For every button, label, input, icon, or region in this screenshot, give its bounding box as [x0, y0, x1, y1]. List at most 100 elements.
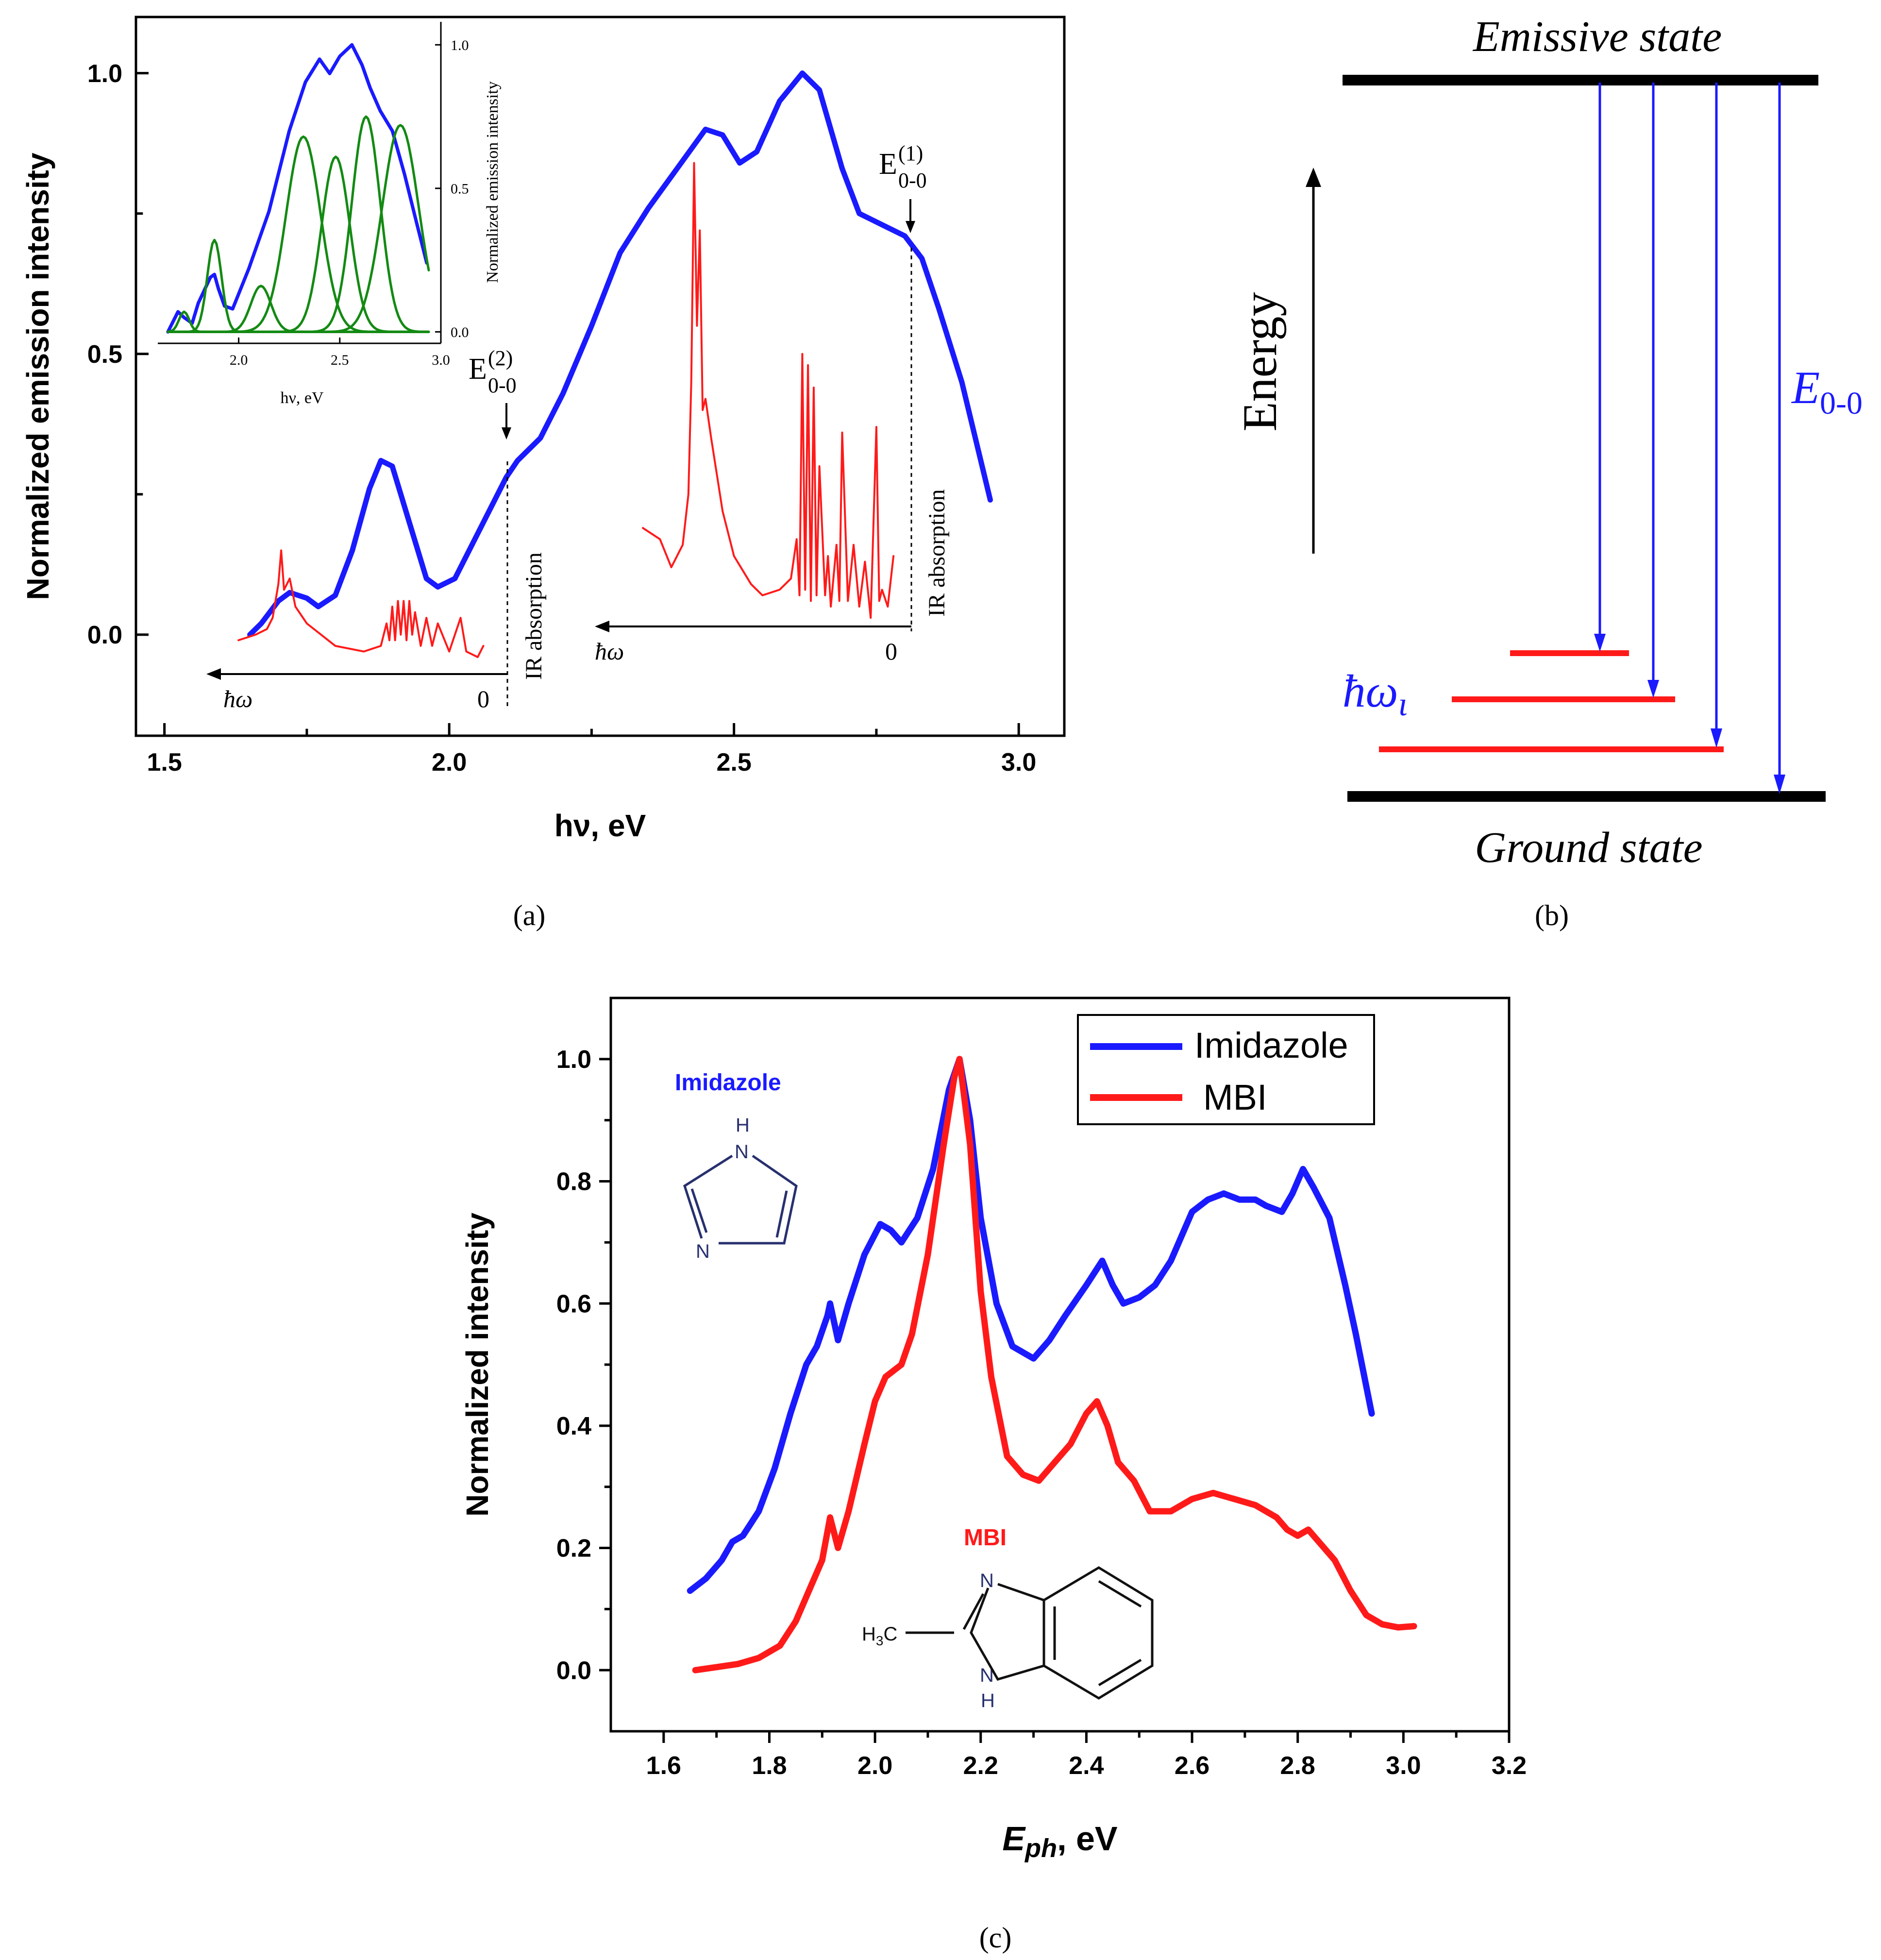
energy-axis-arrowhead [1306, 168, 1321, 187]
ground-state-label: Ground state [1475, 824, 1702, 872]
y-tick-label: 1.0 [87, 60, 122, 88]
x-tick-label: 1.8 [752, 1752, 787, 1780]
series-line-emission [247, 70, 993, 638]
hbar-omega-arrowhead-high [595, 621, 609, 632]
e00-2-sub: 0-0 [488, 373, 517, 397]
ir-absorption-label-low: IR absorption [521, 552, 547, 680]
legend-label-mbi: MBI [1203, 1077, 1267, 1117]
y-tick-label: 0.0 [556, 1656, 591, 1685]
inset-background [151, 22, 439, 342]
hbar-omega-label-low: ħω [223, 685, 252, 712]
panel-c: 1.6 1.8 2.0 2.2 2.4 2.6 2.8 3.0 3.2 0.0 0.2 0.4 0.6… [460, 997, 1527, 1954]
y-tick-label: 0.6 [556, 1290, 591, 1318]
panel-a-x-ticks: 1.5 2.0 2.5 3.0 [147, 723, 1036, 777]
y-tick-label: 0.0 [451, 324, 469, 340]
x-tick-label: 1.5 [147, 748, 182, 777]
imidazole-structure: Imidazole H N N [675, 1070, 798, 1262]
mbi-title: MBI [964, 1525, 1007, 1551]
mbi-structure: MBI N N H H3C [862, 1525, 1154, 1711]
e00-2-annotation: E (2) 0-0 [469, 346, 517, 439]
panel-c-series [687, 1056, 1417, 1673]
x-tick-label: 2.8 [1280, 1752, 1315, 1780]
imidazole-n1-label: N [735, 1141, 749, 1163]
svg-text:E: E [879, 148, 897, 181]
ir-absorption-label-high: IR absorption [924, 489, 950, 617]
panel-a-series [237, 70, 993, 659]
imidazole-h-label: H [736, 1115, 750, 1136]
legend: Imidazole MBI [1077, 1014, 1375, 1125]
e00-1-sup: (1) [898, 141, 923, 165]
phonon-label: ħωι [1343, 665, 1408, 723]
zero-label-low: 0 [477, 685, 489, 712]
series-line-ir-absorption-high- [642, 162, 895, 619]
e00-1-annotation: E (1) 0-0 [879, 141, 927, 233]
panel-a: 1.5 2.0 2.5 3.0 0.0 0.5 1.0 ħω 0 ħω 0 IR abso… [20, 16, 1066, 931]
y-tick-label: 0.2 [556, 1535, 591, 1563]
panel-a-caption: (a) [513, 899, 546, 931]
y-tick-label: 0.5 [451, 181, 469, 197]
panel-a-inset: 2.0 2.5 3.0 0.0 0.5 1.0 hν, eV Normalized em… [151, 22, 502, 407]
y-tick-label: 1.0 [556, 1046, 591, 1074]
series-line-ir-absorption-low- [237, 549, 485, 659]
x-tick-label: 2.5 [331, 352, 349, 368]
e00-label: E0-0 [1791, 362, 1863, 421]
x-tick-label: 2.6 [1175, 1752, 1209, 1780]
svg-text:E: E [469, 353, 487, 386]
panel-a-x-label: hν, eV [554, 808, 646, 843]
e00-1-arrowhead [906, 221, 915, 233]
e00-1-sub: 0-0 [898, 169, 927, 192]
y-tick-label: 0.5 [87, 340, 122, 369]
inset-y-label: Normalized emission intensity [484, 81, 502, 283]
inset-y-ticks: 0.0 0.5 1.0 [435, 37, 469, 340]
imidazole-double-bond-1 [690, 1188, 708, 1233]
transition-arrowhead-1 [1594, 634, 1606, 652]
mbi-double-bond-cn [962, 1593, 985, 1630]
x-tick-label: 3.0 [432, 352, 450, 368]
transition-arrowhead-2 [1647, 680, 1659, 698]
imidazole-ring-right [719, 1154, 798, 1245]
mbi-h-label: H [981, 1690, 995, 1711]
transition-arrows [1594, 83, 1785, 794]
transition-arrowhead-4 [1774, 775, 1785, 794]
mbi-benzene-ring [1042, 1566, 1154, 1700]
x-tick-label: 2.5 [717, 748, 752, 777]
y-tick-label: 0.4 [556, 1412, 591, 1440]
panel-b-caption: (b) [1535, 899, 1569, 931]
mbi-benzene-double-1 [1098, 1580, 1142, 1608]
y-tick-label: 1.0 [451, 37, 469, 53]
imidazole-double-bond-2 [775, 1190, 788, 1238]
x-tick-label: 2.0 [432, 748, 467, 777]
x-tick-label: 3.0 [1001, 748, 1036, 777]
panel-c-y-label: Normalized intensity [460, 1213, 495, 1517]
mbi-methyl-label: H3C [862, 1623, 897, 1648]
panel-c-caption: (c) [979, 1922, 1012, 1954]
e00-1-main: E [879, 148, 897, 181]
mbi-n3-label: N [980, 1570, 994, 1591]
hbar-omega-label-high: ħω [595, 638, 624, 665]
emissive-state-label: Emissive state [1472, 13, 1722, 61]
panel-a-y-ticks: 0.0 0.5 1.0 [87, 60, 149, 649]
mbi-benzene-double-2 [1098, 1658, 1142, 1687]
series-line-mbi [692, 1056, 1417, 1673]
imidazole-ring-left [683, 1154, 733, 1239]
x-tick-label: 1.6 [646, 1752, 681, 1780]
panel-c-x-label: Eph, eV [1002, 1820, 1118, 1863]
imidazole-title: Imidazole [675, 1070, 781, 1096]
inset-x-label: hν, eV [280, 389, 323, 407]
mbi-imidazole-ring [970, 1583, 1045, 1681]
panel-c-x-ticks: 1.6 1.8 2.0 2.2 2.4 2.6 2.8 3.0 3.2 [646, 1731, 1527, 1780]
panel-c-y-ticks: 0.0 0.2 0.4 0.6 0.8 1.0 [556, 1046, 611, 1685]
inset-x-ticks: 2.0 2.5 3.0 [230, 338, 450, 368]
legend-label-imidazole: Imidazole [1194, 1025, 1348, 1065]
series-line-emission [166, 43, 429, 334]
panel-b: Emissive state Ground state Energy ħωι E… [1233, 13, 1863, 931]
y-tick-label: 0.0 [87, 621, 122, 649]
panel-a-frame [134, 16, 1066, 737]
x-tick-label: 2.4 [1069, 1752, 1104, 1780]
e00-2-main: E [469, 353, 487, 386]
zero-label-high: 0 [885, 638, 897, 665]
e00-2-sup: (2) [488, 346, 513, 370]
y-tick-label: 0.8 [556, 1168, 591, 1196]
inset-series [166, 43, 430, 334]
